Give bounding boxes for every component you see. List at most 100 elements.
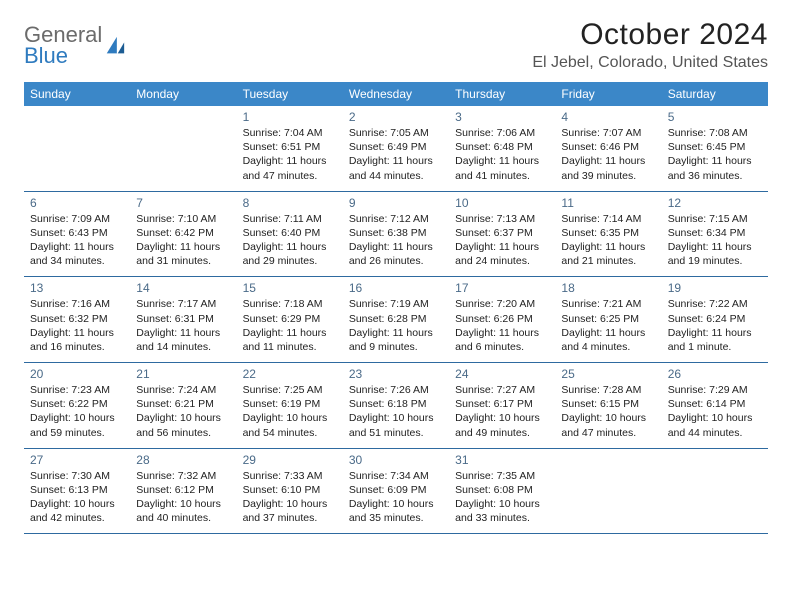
sunrise-line: Sunrise: 7:24 AM [136,383,230,397]
sunrise-line: Sunrise: 7:12 AM [349,212,443,226]
daylight-line: and 47 minutes. [561,426,655,440]
empty-cell [555,449,661,534]
sunrise-line: Sunrise: 7:20 AM [455,297,549,311]
weekday-header: Wednesday [343,82,449,106]
daylight-line: and 16 minutes. [30,340,124,354]
day-cell: 11Sunrise: 7:14 AMSunset: 6:35 PMDayligh… [555,192,661,277]
daylight-line: and 34 minutes. [30,254,124,268]
header: General Blue October 2024 El Jebel, Colo… [24,18,768,72]
weekday-header: Friday [555,82,661,106]
week-row: 20Sunrise: 7:23 AMSunset: 6:22 PMDayligh… [24,363,768,449]
day-number: 15 [243,281,337,295]
daylight-line: and 59 minutes. [30,426,124,440]
daylight-line: and 51 minutes. [349,426,443,440]
daylight-line: Daylight: 11 hours [30,326,124,340]
day-cell: 31Sunrise: 7:35 AMSunset: 6:08 PMDayligh… [449,449,555,534]
empty-cell [24,106,130,191]
sunset-line: Sunset: 6:43 PM [30,226,124,240]
day-number: 17 [455,281,549,295]
daylight-line: and 37 minutes. [243,511,337,525]
day-number: 26 [668,367,762,381]
weekday-header: Tuesday [237,82,343,106]
daylight-line: Daylight: 11 hours [136,326,230,340]
sunrise-line: Sunrise: 7:08 AM [668,126,762,140]
daylight-line: and 54 minutes. [243,426,337,440]
brand-sail-icon [104,35,126,57]
day-cell: 9Sunrise: 7:12 AMSunset: 6:38 PMDaylight… [343,192,449,277]
sunrise-line: Sunrise: 7:35 AM [455,469,549,483]
daylight-line: and 41 minutes. [455,169,549,183]
weekday-header: Sunday [24,82,130,106]
daylight-line: and 29 minutes. [243,254,337,268]
day-number: 19 [668,281,762,295]
day-number: 10 [455,196,549,210]
daylight-line: and 40 minutes. [136,511,230,525]
sunset-line: Sunset: 6:21 PM [136,397,230,411]
sunset-line: Sunset: 6:25 PM [561,312,655,326]
daylight-line: and 44 minutes. [349,169,443,183]
day-cell: 17Sunrise: 7:20 AMSunset: 6:26 PMDayligh… [449,277,555,362]
day-number: 8 [243,196,337,210]
day-cell: 21Sunrise: 7:24 AMSunset: 6:21 PMDayligh… [130,363,236,448]
daylight-line: and 1 minute. [668,340,762,354]
daylight-line: Daylight: 10 hours [455,411,549,425]
daylight-line: Daylight: 11 hours [668,240,762,254]
sunset-line: Sunset: 6:19 PM [243,397,337,411]
daylight-line: Daylight: 11 hours [136,240,230,254]
day-cell: 20Sunrise: 7:23 AMSunset: 6:22 PMDayligh… [24,363,130,448]
day-number: 13 [30,281,124,295]
daylight-line: Daylight: 11 hours [455,154,549,168]
sunrise-line: Sunrise: 7:15 AM [668,212,762,226]
day-cell: 15Sunrise: 7:18 AMSunset: 6:29 PMDayligh… [237,277,343,362]
day-number: 23 [349,367,443,381]
sunrise-line: Sunrise: 7:29 AM [668,383,762,397]
day-number: 22 [243,367,337,381]
sunrise-line: Sunrise: 7:10 AM [136,212,230,226]
day-cell: 25Sunrise: 7:28 AMSunset: 6:15 PMDayligh… [555,363,661,448]
daylight-line: and 11 minutes. [243,340,337,354]
day-cell: 7Sunrise: 7:10 AMSunset: 6:42 PMDaylight… [130,192,236,277]
daylight-line: and 14 minutes. [136,340,230,354]
day-cell: 5Sunrise: 7:08 AMSunset: 6:45 PMDaylight… [662,106,768,191]
daylight-line: Daylight: 11 hours [243,154,337,168]
daylight-line: Daylight: 11 hours [243,240,337,254]
sunrise-line: Sunrise: 7:11 AM [243,212,337,226]
day-cell: 28Sunrise: 7:32 AMSunset: 6:12 PMDayligh… [130,449,236,534]
daylight-line: and 36 minutes. [668,169,762,183]
brand-word-blue: Blue [24,45,102,67]
sunset-line: Sunset: 6:26 PM [455,312,549,326]
week-row: 27Sunrise: 7:30 AMSunset: 6:13 PMDayligh… [24,449,768,535]
daylight-line: Daylight: 11 hours [349,240,443,254]
daylight-line: Daylight: 11 hours [668,326,762,340]
sunset-line: Sunset: 6:37 PM [455,226,549,240]
day-number: 2 [349,110,443,124]
daylight-line: and 49 minutes. [455,426,549,440]
daylight-line: and 33 minutes. [455,511,549,525]
daylight-line: and 44 minutes. [668,426,762,440]
day-cell: 3Sunrise: 7:06 AMSunset: 6:48 PMDaylight… [449,106,555,191]
sunrise-line: Sunrise: 7:19 AM [349,297,443,311]
month-title: October 2024 [532,18,768,52]
day-cell: 16Sunrise: 7:19 AMSunset: 6:28 PMDayligh… [343,277,449,362]
sunrise-line: Sunrise: 7:17 AM [136,297,230,311]
sunset-line: Sunset: 6:42 PM [136,226,230,240]
daylight-line: and 31 minutes. [136,254,230,268]
daylight-line: Daylight: 11 hours [455,240,549,254]
sunset-line: Sunset: 6:12 PM [136,483,230,497]
location-subtitle: El Jebel, Colorado, United States [532,54,768,72]
sunrise-line: Sunrise: 7:18 AM [243,297,337,311]
daylight-line: Daylight: 10 hours [136,411,230,425]
day-cell: 18Sunrise: 7:21 AMSunset: 6:25 PMDayligh… [555,277,661,362]
day-cell: 22Sunrise: 7:25 AMSunset: 6:19 PMDayligh… [237,363,343,448]
calendar-grid: SundayMondayTuesdayWednesdayThursdayFrid… [24,82,768,534]
day-number: 20 [30,367,124,381]
day-cell: 13Sunrise: 7:16 AMSunset: 6:32 PMDayligh… [24,277,130,362]
day-number: 25 [561,367,655,381]
sunrise-line: Sunrise: 7:06 AM [455,126,549,140]
sunset-line: Sunset: 6:22 PM [30,397,124,411]
day-cell: 1Sunrise: 7:04 AMSunset: 6:51 PMDaylight… [237,106,343,191]
daylight-line: and 6 minutes. [455,340,549,354]
sunset-line: Sunset: 6:08 PM [455,483,549,497]
daylight-line: Daylight: 11 hours [30,240,124,254]
daylight-line: Daylight: 11 hours [561,154,655,168]
